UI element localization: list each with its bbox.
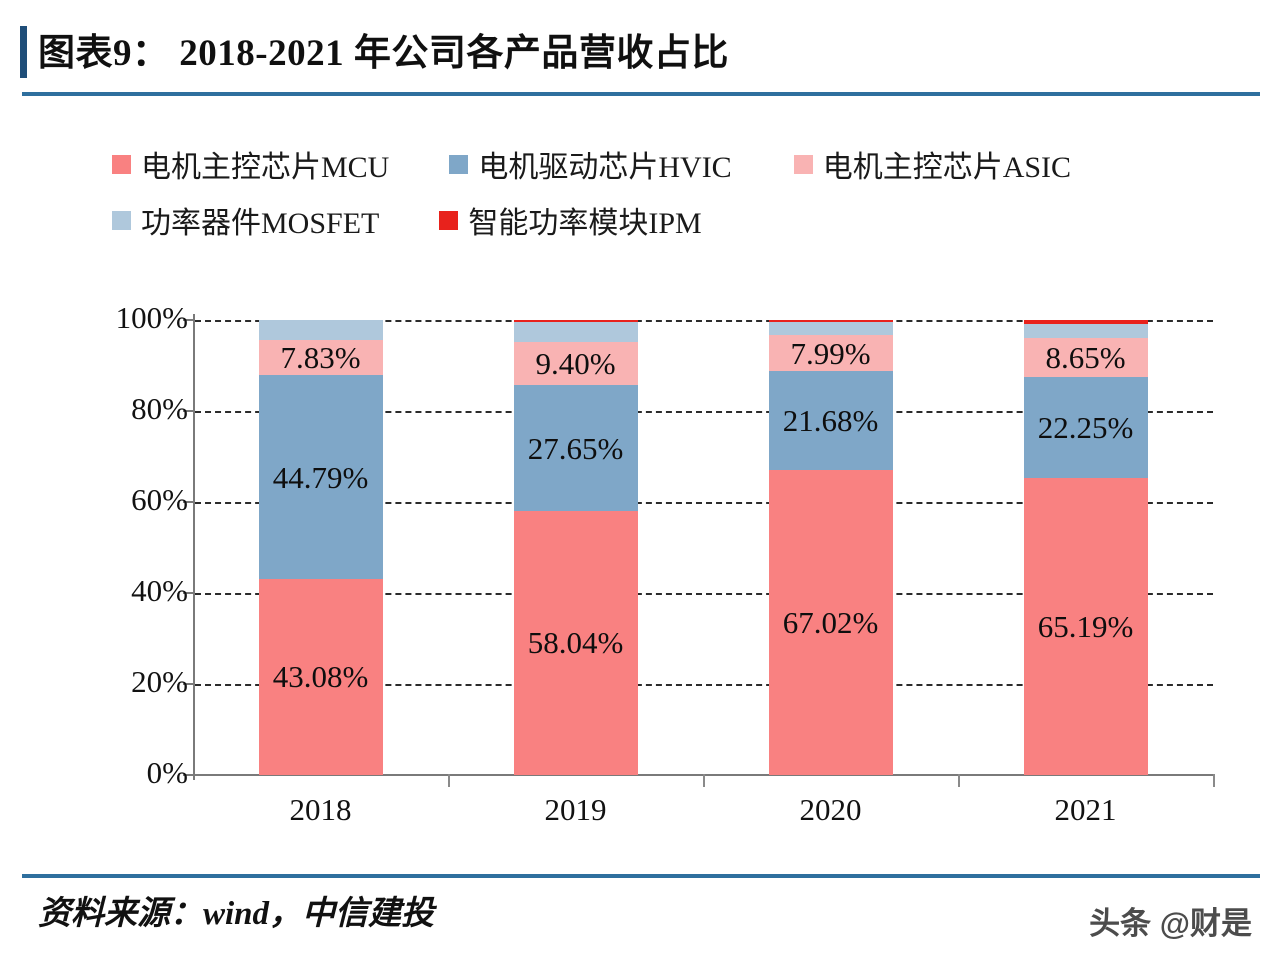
bar-value-label: 22.25% <box>1037 410 1134 446</box>
bar-segment[interactable]: 43.08% <box>258 578 383 775</box>
legend-label-asic: 电机主控芯片ASIC <box>822 151 1072 184</box>
legend-swatch-asic <box>793 154 813 174</box>
bar-value-label: 21.68% <box>782 403 879 439</box>
x-axis-tick <box>958 774 960 787</box>
bar-stack[interactable]: 67.02% 21.68% 7.99% <box>768 320 893 775</box>
gridline <box>195 502 1213 504</box>
x-axis-label: 2019 <box>544 792 607 827</box>
legend-label-hvic: 电机驱动芯片HVIC <box>478 151 732 184</box>
bar-segment[interactable]: 22.25% <box>1023 377 1148 479</box>
bar-segment[interactable]: 21.68% <box>768 371 893 471</box>
legend-item-mcu[interactable]: 电机主控芯片MCU <box>112 142 389 186</box>
bar-value-label: 65.19% <box>1037 609 1134 645</box>
x-axis-tick <box>703 774 705 787</box>
x-axis-label: 2021 <box>1054 792 1117 827</box>
legend-row-1: 电机主控芯片MCU 电机驱动芯片HVIC 电机主控芯片ASIC <box>112 136 1252 192</box>
figure-header: 图表9： 2018-2021 年公司各产品营收占比 <box>0 0 1280 98</box>
y-axis-tick <box>183 592 195 594</box>
legend-row-2: 功率器件MOSFET 智能功率模块IPM <box>112 192 1252 248</box>
bar-segment[interactable] <box>258 320 383 340</box>
y-axis-label: 20% <box>131 664 188 699</box>
gridline <box>195 411 1213 413</box>
bar-value-label: 67.02% <box>782 605 879 641</box>
y-axis-label: 60% <box>131 482 188 517</box>
gridline <box>195 320 1213 322</box>
legend-swatch-ipm <box>439 210 459 230</box>
bar-segment[interactable]: 44.79% <box>258 375 383 579</box>
y-axis-label: 80% <box>131 391 188 426</box>
bar-stack[interactable]: 65.19% 22.25% 8.65% <box>1023 320 1148 775</box>
chart-legend: 电机主控芯片MCU 电机驱动芯片HVIC 电机主控芯片ASIC 功率器件MOSF… <box>112 136 1252 248</box>
watermark-label: 头条 @财是 <box>1089 906 1252 941</box>
bar-value-label: 44.79% <box>272 459 369 495</box>
bar-segment[interactable]: 65.19% <box>1023 478 1148 775</box>
bar-segment[interactable] <box>513 321 638 343</box>
legend-item-mosfet[interactable]: 功率器件MOSFET <box>112 198 379 242</box>
bar-segment[interactable] <box>768 322 893 336</box>
bar-value-label: 7.99% <box>790 335 871 371</box>
bar-value-label: 58.04% <box>527 625 624 661</box>
bar-segment[interactable]: 9.40% <box>513 342 638 386</box>
y-axis-tick <box>183 774 195 776</box>
bar-value-label: 7.83% <box>280 339 361 375</box>
bar-segment[interactable] <box>513 320 638 322</box>
bar-segment[interactable]: 7.83% <box>258 339 383 376</box>
y-axis-tick <box>183 501 195 503</box>
bar-value-label: 43.08% <box>272 659 369 695</box>
legend-swatch-mosfet <box>112 210 131 230</box>
source-note: 资料来源：wind，中信建投 <box>38 896 435 932</box>
bar-segment[interactable] <box>1023 320 1148 325</box>
y-axis-label: 100% <box>115 300 188 335</box>
bar-segment[interactable]: 67.02% <box>768 470 893 775</box>
title-divider <box>22 92 1260 96</box>
y-axis-label: 0% <box>146 755 188 790</box>
footer-divider <box>22 874 1260 878</box>
bar-segment[interactable]: 58.04% <box>513 510 638 775</box>
bar-value-label: 9.40% <box>535 346 616 382</box>
legend-item-asic[interactable]: 电机主控芯片ASIC <box>793 142 1072 186</box>
bar-segment[interactable] <box>1023 324 1148 338</box>
y-axis-tick <box>183 683 195 685</box>
bar-stack[interactable]: 58.04% 27.65% 9.40% <box>513 320 638 775</box>
gridline <box>195 593 1213 595</box>
legend-item-ipm[interactable]: 智能功率模块IPM <box>439 198 702 242</box>
y-axis-line <box>193 314 195 780</box>
legend-label-mcu: 电机主控芯片MCU <box>141 151 390 184</box>
y-axis-tick <box>183 410 195 412</box>
bar-value-label: 8.65% <box>1045 339 1126 375</box>
page-title: 图表9： 2018-2021 年公司各产品营收占比 <box>38 33 729 74</box>
legend-label-ipm: 智能功率模块IPM <box>468 207 702 240</box>
legend-item-hvic[interactable]: 电机驱动芯片HVIC <box>449 142 732 186</box>
title-accent-bar <box>20 26 27 78</box>
x-axis-tick <box>448 774 450 787</box>
legend-swatch-mcu <box>112 154 131 174</box>
y-axis-label: 40% <box>131 573 188 608</box>
x-axis-label: 2018 <box>289 792 352 827</box>
legend-swatch-hvic <box>449 154 469 174</box>
legend-label-mosfet: 功率器件MOSFET <box>141 207 380 240</box>
bar-segment[interactable]: 8.65% <box>1023 337 1148 378</box>
x-axis-label: 2020 <box>799 792 862 827</box>
bar-segment[interactable]: 7.99% <box>768 335 893 372</box>
bar-segment[interactable] <box>768 320 893 323</box>
bar-stack[interactable]: 43.08% 44.79% 7.83% <box>258 320 383 775</box>
x-axis-tick <box>1213 774 1215 787</box>
bar-value-label: 27.65% <box>527 430 624 466</box>
y-axis-tick <box>183 319 195 321</box>
gridline <box>195 684 1213 686</box>
bar-segment[interactable]: 27.65% <box>513 385 638 511</box>
